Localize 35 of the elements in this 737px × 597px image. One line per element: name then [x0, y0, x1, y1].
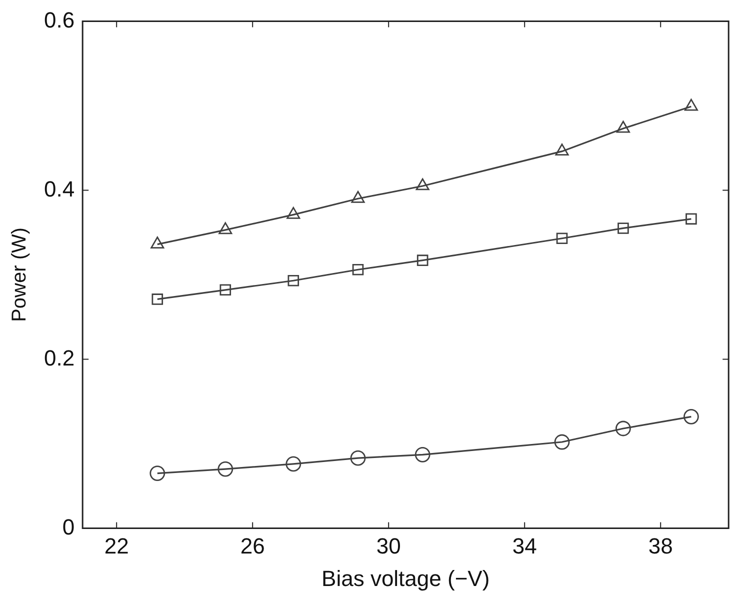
point	[684, 408, 699, 424]
x-tick-label: 38	[648, 533, 673, 558]
y-tick-label: 0	[62, 514, 75, 540]
point	[556, 232, 568, 244]
point	[286, 207, 300, 219]
y-tick-label: 0.2	[44, 345, 75, 370]
point	[218, 461, 234, 477]
point	[615, 420, 631, 436]
point	[150, 466, 166, 481]
point	[350, 450, 366, 466]
point	[152, 294, 164, 305]
point	[286, 456, 302, 472]
point	[555, 144, 569, 156]
point	[686, 213, 697, 225]
x-tick-label: 30	[376, 533, 401, 558]
y-axis-title: Power (W)	[8, 227, 31, 322]
point	[352, 264, 364, 276]
point	[288, 274, 300, 286]
point	[150, 236, 164, 248]
point	[220, 284, 232, 296]
point	[416, 254, 428, 266]
point	[351, 190, 365, 203]
x-tick-label: 26	[240, 533, 265, 558]
y-tick-label: 0.4	[44, 176, 75, 202]
point	[684, 98, 698, 111]
point	[414, 446, 430, 462]
x-tick-label: 22	[104, 533, 129, 558]
x-axis-title: Bias voltage (−V)	[322, 566, 490, 591]
point	[416, 178, 430, 190]
point	[616, 120, 630, 133]
x-tick-label: 34	[512, 533, 537, 558]
point	[218, 222, 232, 234]
y-tick-label: 0.6	[44, 7, 75, 32]
point	[618, 222, 629, 234]
point	[554, 434, 570, 450]
